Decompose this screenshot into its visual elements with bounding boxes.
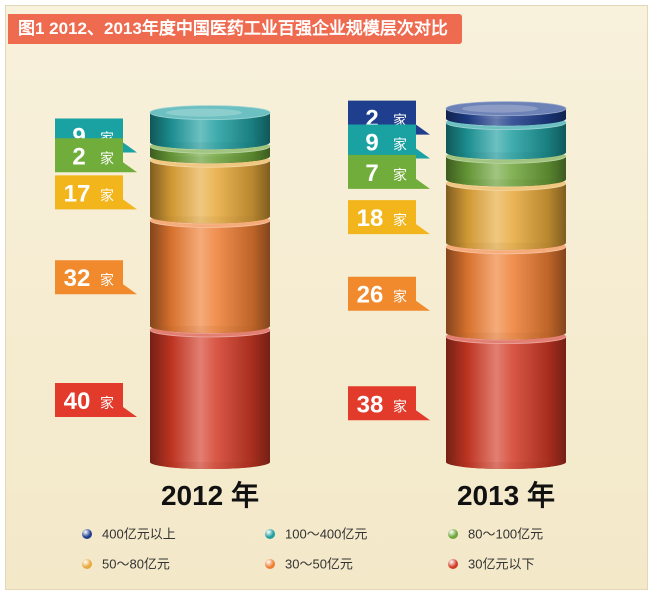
cylinder-2013: [445, 101, 567, 469]
value-number: 40: [64, 388, 91, 415]
legend-item-30-50: 30～50亿元: [265, 554, 353, 574]
legend-item-80-100: 80～100亿元: [448, 524, 543, 544]
value-unit: 家: [100, 272, 114, 289]
legend-swatch: [448, 558, 458, 569]
legend-swatch: [82, 528, 92, 539]
value-number: 7: [365, 160, 378, 187]
value-unit: 家: [393, 136, 407, 153]
legend-label: 30～50亿元: [285, 556, 353, 572]
cylinder-2012: [149, 105, 271, 469]
value-number: 2: [72, 143, 85, 170]
legend-swatch: [82, 558, 92, 569]
value-tag: 18 家: [348, 200, 430, 235]
legend-item-50-80: 50～80亿元: [82, 554, 170, 574]
value-number: 26: [357, 282, 384, 309]
chart-title: 图1 2012、2013年度中国医药工业百强企业规模层次对比: [8, 14, 462, 44]
segment-0-5: [149, 322, 271, 469]
value-tag: 38 家: [348, 386, 430, 421]
legend-label: 30亿元以下: [468, 556, 535, 572]
value-number: 38: [357, 391, 384, 418]
legend-swatch: [448, 528, 458, 539]
value-tag: 26 家: [348, 276, 430, 311]
legend-label: 80～100亿元: [468, 526, 544, 542]
segment-1-3: [445, 175, 567, 250]
value-number: 17: [64, 180, 91, 207]
value-tag: 17 家: [55, 175, 137, 210]
legend-item-under-30: 30亿元以下: [448, 554, 534, 574]
value-unit: 家: [100, 395, 114, 412]
value-number: 18: [357, 205, 384, 232]
value-unit: 家: [100, 187, 114, 204]
legend-label: 50～80亿元: [102, 556, 170, 572]
category-label: 2012 年: [161, 479, 259, 511]
value-unit: 家: [100, 150, 114, 167]
legend-label: 100～400亿元: [285, 526, 368, 542]
legend-swatch: [265, 558, 275, 569]
value-unit: 家: [393, 289, 407, 306]
legend-item-400-plus: 400亿元以上: [82, 524, 176, 544]
value-unit: 家: [393, 212, 407, 229]
legend: 400亿元以上 100～400亿元 80～100亿元 50～80亿元 30～50…: [0, 524, 655, 584]
value-tag: 40 家: [55, 383, 137, 417]
legend-swatch: [265, 528, 275, 539]
segment-0-3: [149, 152, 271, 224]
segment-1-4: [445, 239, 567, 340]
value-number: 32: [64, 265, 91, 292]
value-unit: 家: [393, 398, 407, 415]
segment-0-4: [149, 212, 271, 333]
value-unit: 家: [393, 167, 407, 184]
segment-1-0: [445, 101, 567, 126]
value-number: 9: [365, 129, 378, 156]
segment-1-5: [445, 329, 567, 469]
segment-0-1: [149, 105, 271, 150]
category-label: 2013 年: [457, 479, 555, 511]
value-tag: 32 家: [55, 260, 137, 295]
legend-item-100-400: 100～400亿元: [265, 524, 367, 544]
legend-label: 400亿元以上: [102, 526, 176, 542]
